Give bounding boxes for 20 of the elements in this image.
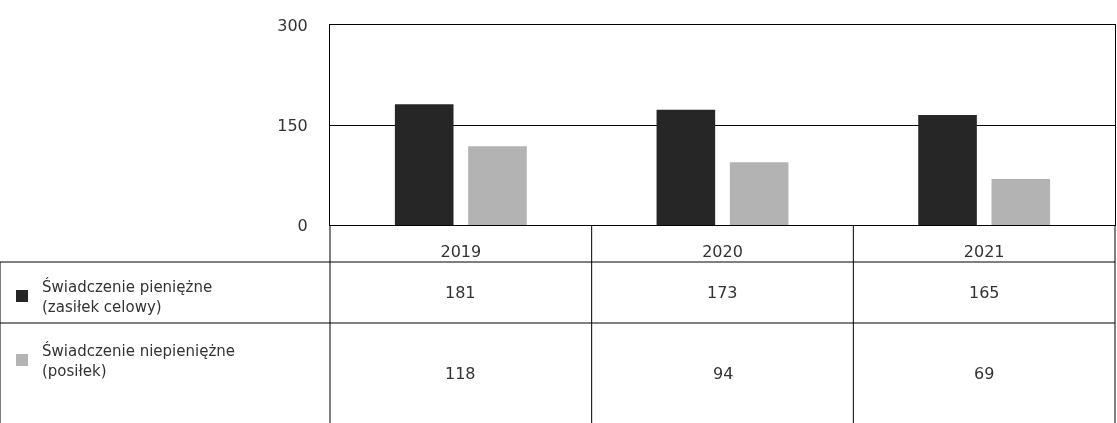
y-tick-label: 150 [277,115,308,135]
data-label: 69 [974,364,995,383]
bar [656,109,716,225]
x-tick-label: 2021 [963,242,1005,262]
bar [468,146,527,225]
bar [991,179,1051,225]
bar [729,162,789,225]
y-tick-label: 0 [297,215,308,235]
bar [394,104,454,225]
data-label: 165 [969,283,1000,302]
bar [918,115,977,225]
data-label: 94 [713,364,734,383]
legend-label: Świadczenie pieniężne (zasiłek celowy) [42,277,213,316]
data-label: 173 [707,283,738,302]
data-label: 181 [445,283,476,302]
legend-label: Świadczenie niepieniężne (posiłek) [42,341,236,380]
x-tick-label: 2019 [440,242,482,262]
x-tick-label: 2020 [702,242,743,262]
data-label: 118 [445,364,476,383]
y-tick-label: 300 [277,15,308,35]
